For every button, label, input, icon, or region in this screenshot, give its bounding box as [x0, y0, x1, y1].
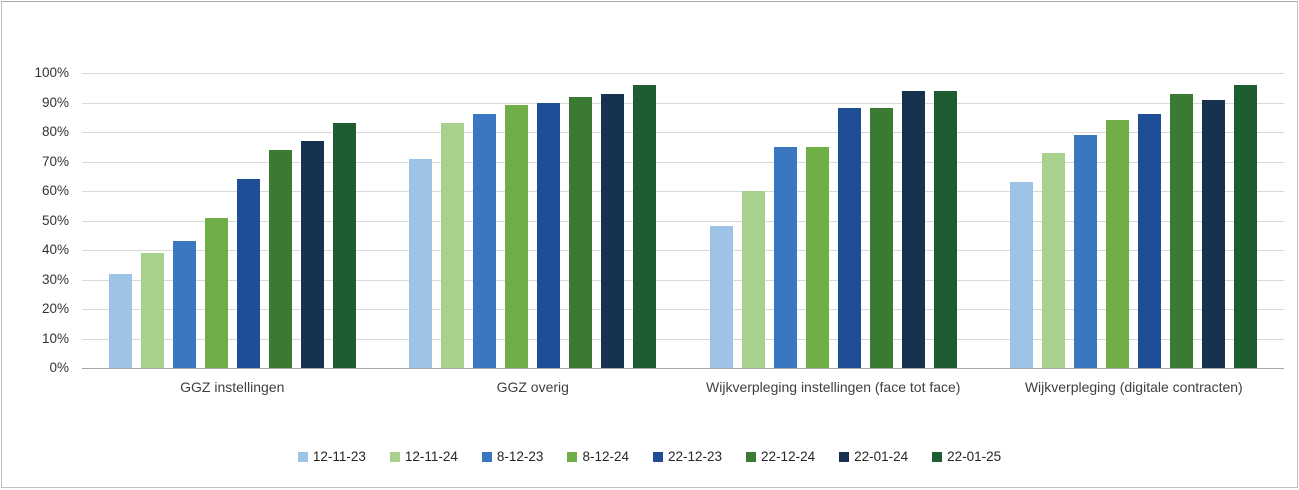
bar-22-01-24 [1202, 99, 1226, 368]
bar-22-01-25 [332, 123, 356, 368]
gridline [82, 102, 1284, 104]
bar-12-11-23 [709, 226, 733, 368]
gridline [82, 161, 1284, 163]
bar-22-12-23 [537, 102, 561, 368]
legend-swatch-icon [389, 452, 400, 462]
y-axis-tick-label: 80% [41, 124, 69, 139]
bar-group [383, 73, 684, 368]
bar-8-12-24 [204, 217, 228, 368]
gridline [82, 73, 1284, 74]
y-axis-tick-label: 20% [41, 301, 69, 316]
y-axis-tick-label: 10% [41, 330, 69, 346]
bar-8-12-23 [1074, 134, 1098, 368]
bar-22-01-24 [300, 140, 324, 368]
legend-swatch-icon [932, 452, 943, 462]
gridline [82, 191, 1284, 192]
bar-22-01-25 [933, 90, 957, 368]
y-axis-tick-label: 30% [41, 271, 69, 287]
x-axis-category-labels: GGZ instellingen GGZ overig Wijkverpleging… [82, 378, 1284, 396]
gridline [82, 132, 1284, 133]
legend-item: 8-12-23 [481, 448, 544, 466]
bar-groups [82, 73, 1284, 368]
bar-8-12-23 [172, 241, 196, 368]
legend-item: 22-12-23 [653, 448, 722, 466]
legend-label: 22-12-23 [668, 449, 723, 464]
legend-item: 22-12-24 [746, 448, 815, 466]
category-label: GGZ overig [496, 379, 569, 395]
bar-22-01-25 [1234, 84, 1258, 368]
legend-label: 12-11-24 [404, 449, 458, 464]
legend-label: 12-11-23 [312, 449, 366, 464]
x-axis-baseline [82, 368, 1284, 369]
bar-8-12-24 [505, 105, 529, 368]
gridline [82, 250, 1284, 251]
legend-label: 22-12-24 [761, 449, 816, 464]
category-label: GGZ instellingen [180, 379, 285, 395]
y-axis: 100% 90% 80% 70% 60% 50% 40% 30% 20% 10% 0% [2, 65, 69, 375]
bar-22-12-24 [869, 108, 893, 368]
bar-8-12-24 [805, 146, 829, 368]
legend-item: 22-01-24 [839, 448, 908, 466]
category-label: Wijkverpleging (digitale contracten) [1024, 379, 1243, 395]
legend-item: 12-11-24 [389, 448, 458, 466]
bar-22-12-24 [1170, 93, 1194, 368]
bar-22-12-24 [569, 96, 593, 368]
plot-area [82, 73, 1284, 369]
gridline [82, 338, 1284, 340]
bar-22-12-23 [236, 179, 260, 368]
legend-swatch-icon [839, 452, 850, 462]
y-axis-tick-label: 60% [41, 183, 69, 198]
legend-swatch-icon [481, 452, 492, 462]
legend-swatch-icon [567, 452, 578, 462]
legend-item: 22-01-25 [932, 448, 1001, 466]
legend-label: 22-01-24 [854, 449, 909, 464]
bar-12-11-24 [741, 191, 765, 368]
gridline [82, 220, 1284, 222]
bar-22-01-24 [601, 93, 625, 368]
y-axis-tick-label: 70% [41, 153, 69, 169]
legend: 12-11-23 12-11-24 8-12-23 8-12-24 22-12-23 22… [2, 448, 1297, 466]
legend-label: 8-12-24 [582, 449, 629, 464]
legend-item: 12-11-23 [297, 448, 366, 466]
category-label: Wijkverpleging instellingen (face tot fa… [706, 379, 961, 395]
legend-swatch-icon [297, 452, 308, 462]
gridline [82, 279, 1284, 281]
bar-group [683, 73, 984, 368]
gridline [82, 309, 1284, 310]
legend-item: 8-12-24 [567, 448, 629, 466]
y-axis-tick-label: 0% [49, 360, 69, 375]
bar-8-12-23 [773, 146, 797, 368]
bar-12-11-24 [441, 123, 465, 368]
bar-22-12-23 [1138, 114, 1162, 368]
legend-label: 22-01-25 [947, 449, 1002, 464]
bar-12-11-23 [108, 273, 132, 368]
bar-12-11-23 [409, 158, 433, 368]
bar-12-11-23 [1010, 182, 1034, 368]
bar-8-12-24 [1106, 120, 1130, 368]
bar-22-12-23 [837, 108, 861, 368]
bar-group [984, 73, 1285, 368]
bar-22-12-24 [268, 149, 292, 368]
legend-swatch-icon [653, 452, 663, 462]
y-axis-tick-label: 90% [41, 94, 69, 110]
bar-22-01-24 [901, 90, 925, 368]
bar-12-11-24 [140, 252, 164, 368]
legend-label: 8-12-23 [496, 449, 544, 464]
bar-12-11-24 [1042, 152, 1066, 368]
bar-group [82, 73, 383, 368]
y-axis-tick-label: 100% [34, 65, 69, 80]
legend-swatch-icon [746, 452, 757, 462]
y-axis-tick-label: 40% [41, 242, 69, 257]
y-axis-tick-label: 50% [41, 212, 69, 228]
bar-22-01-25 [633, 84, 657, 368]
bar-8-12-23 [473, 114, 497, 368]
